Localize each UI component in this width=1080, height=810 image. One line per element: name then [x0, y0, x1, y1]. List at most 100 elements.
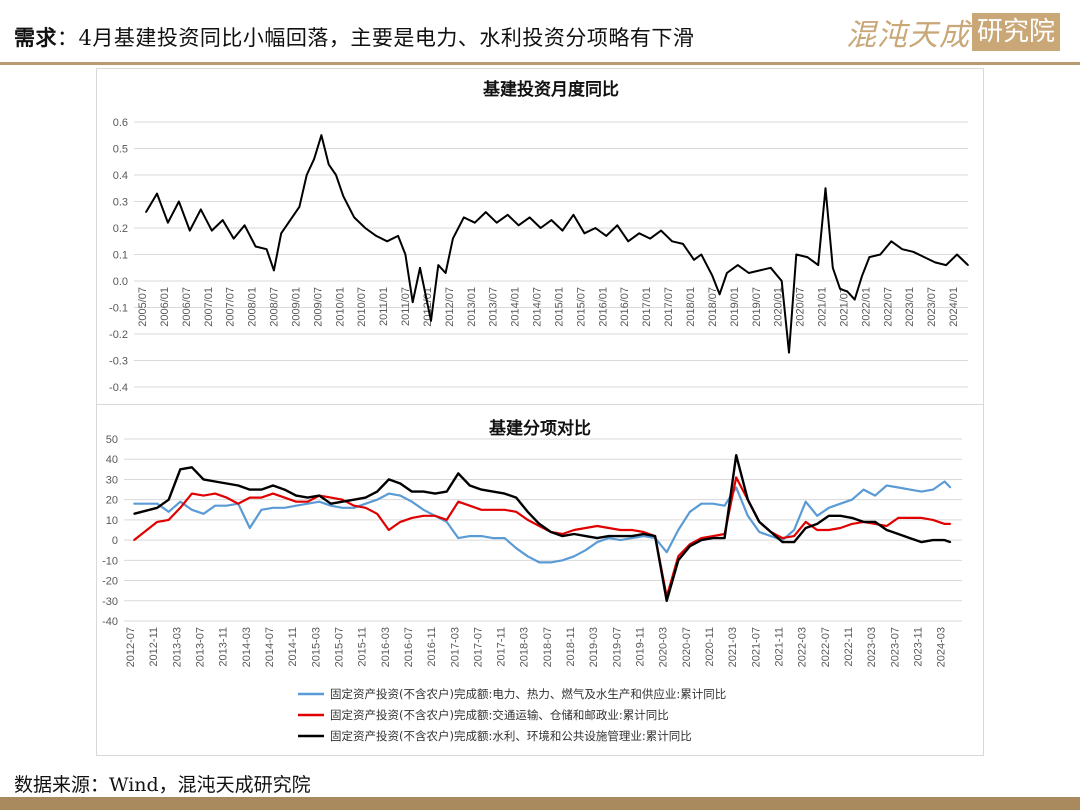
- data-point: [816, 523, 818, 525]
- data-point: [457, 472, 460, 475]
- data-point: [572, 214, 575, 216]
- data-point: [221, 219, 224, 221]
- x-tick-label: 2016-07: [403, 627, 415, 667]
- data-point: [376, 498, 379, 501]
- data-point: [237, 484, 239, 487]
- x-tick-label: 2016/01: [597, 287, 609, 327]
- data-point: [967, 264, 969, 266]
- data-point: [735, 454, 737, 457]
- data-point: [133, 513, 135, 515]
- data-point: [793, 535, 795, 537]
- data-point: [619, 539, 622, 541]
- data-point: [376, 513, 379, 515]
- x-tick-label: 2023/01: [904, 287, 916, 327]
- data-point: [793, 529, 795, 531]
- data-point: [306, 500, 309, 503]
- x-tick-label: 2023/07: [926, 287, 938, 327]
- data-point: [943, 523, 946, 525]
- data-point: [202, 494, 205, 497]
- x-tick-label: 2023-07: [889, 627, 901, 667]
- data-point: [260, 509, 263, 511]
- x-tick-label: 2012-11: [148, 627, 160, 667]
- data-point: [561, 535, 564, 537]
- chart-title: 基建分项对比: [488, 418, 591, 439]
- data-point: [780, 280, 783, 282]
- x-tick-label: 2018-03: [519, 627, 531, 667]
- data-point: [492, 537, 494, 539]
- data-point: [769, 267, 772, 269]
- data-point: [874, 521, 876, 523]
- data-point: [167, 498, 170, 501]
- data-point: [770, 535, 772, 537]
- data-point: [846, 290, 849, 293]
- data-point: [272, 492, 274, 495]
- data-point: [897, 486, 900, 489]
- data-point: [375, 235, 378, 237]
- x-tick-label: 2022/07: [882, 287, 894, 327]
- data-point: [700, 502, 703, 505]
- data-point: [956, 253, 958, 256]
- data-point: [526, 519, 529, 521]
- data-point: [295, 494, 297, 497]
- y-tick-label: 0: [112, 535, 118, 547]
- data-point: [526, 511, 529, 513]
- data-point: [272, 484, 274, 487]
- y-tick-label: 20: [106, 495, 118, 507]
- data-point: [283, 496, 286, 499]
- data-point: [133, 539, 135, 541]
- data-point: [167, 519, 170, 521]
- data-point: [342, 195, 345, 197]
- data-point: [399, 494, 402, 497]
- x-tick-label: 2012/07: [444, 287, 456, 327]
- data-point: [211, 229, 213, 232]
- data-point: [225, 482, 228, 485]
- data-point: [463, 216, 465, 219]
- data-point: [816, 529, 818, 531]
- data-point: [445, 519, 448, 521]
- x-tick-label: 2009/01: [290, 287, 302, 327]
- data-point: [631, 537, 633, 539]
- data-point: [167, 221, 169, 224]
- data-point: [594, 227, 597, 229]
- data-point: [573, 555, 575, 558]
- data-point: [949, 523, 952, 525]
- data-point: [341, 507, 344, 509]
- data-point: [457, 537, 460, 539]
- data-point: [642, 535, 645, 537]
- x-tick-label: 2019/01: [729, 287, 741, 327]
- data-point: [596, 537, 598, 539]
- data-point: [631, 535, 633, 537]
- data-point: [399, 521, 402, 523]
- x-tick-label: 2019-07: [611, 627, 623, 667]
- data-point: [191, 466, 193, 469]
- y-tick-label: 50: [106, 434, 118, 446]
- x-tick-label: 2014/07: [532, 287, 544, 327]
- data-point: [758, 531, 761, 533]
- data-point: [145, 211, 147, 213]
- y-tick-label: 0.6: [113, 117, 128, 129]
- data-point: [712, 502, 714, 505]
- data-point: [386, 240, 388, 243]
- data-point: [920, 517, 923, 519]
- x-tick-label: 2006/01: [159, 287, 171, 327]
- x-tick-label: 2011/07: [400, 287, 412, 326]
- data-point: [700, 253, 703, 256]
- data-point: [156, 502, 158, 505]
- data-point: [945, 264, 947, 266]
- header: 需求：4月基建投资同比小幅回落，主要是电力、水利投资分项略有下滑 混沌天成 研究…: [0, 0, 1080, 65]
- data-point: [503, 509, 506, 511]
- legend-label: 固定资产投资(不含农户)完成额:交通运输、仓储和邮政业:累计同比: [330, 708, 669, 722]
- data-point: [273, 269, 275, 272]
- data-point: [897, 533, 900, 535]
- data-point: [480, 488, 483, 491]
- x-tick-label: 2022-03: [797, 627, 809, 667]
- data-point: [677, 555, 680, 558]
- x-tick-label: 2014/01: [510, 287, 522, 327]
- y-tick-label: 10: [106, 515, 118, 527]
- x-tick-label: 2015-07: [333, 627, 345, 667]
- data-point: [861, 274, 863, 277]
- data-point: [179, 507, 182, 509]
- x-tick-label: 2008/01: [247, 287, 259, 327]
- data-point: [225, 504, 228, 507]
- data-point: [909, 537, 911, 539]
